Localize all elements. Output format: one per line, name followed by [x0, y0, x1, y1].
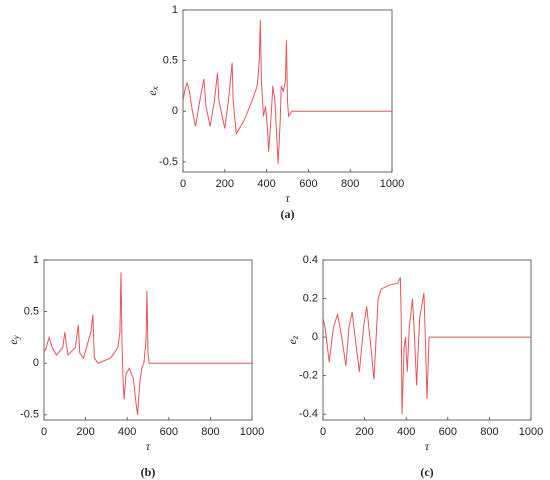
y-axis-label-main: e [6, 339, 20, 345]
x-tick-label: 1000 [240, 426, 264, 438]
caption: (a) [281, 207, 295, 221]
y-axis-label: ez [285, 335, 300, 344]
x-tick-label: 0 [41, 426, 47, 438]
data-line [43, 272, 252, 415]
x-tick-label: 800 [201, 426, 219, 438]
caption: (c) [420, 465, 433, 479]
x-axis-label: τ [285, 191, 290, 205]
data-line [182, 20, 392, 164]
y-tick-label: 1 [172, 4, 178, 16]
y-tick-label: -0.4 [299, 408, 318, 420]
x-tick-label: 800 [341, 178, 359, 190]
x-tick-label: 200 [355, 426, 373, 438]
caption: (b) [141, 465, 156, 479]
y-tick-label: 1 [33, 254, 39, 266]
y-tick-label: -0.5 [159, 156, 178, 168]
x-tick-label: 400 [118, 426, 136, 438]
y-axis-label-main: e [145, 90, 159, 96]
x-tick-label: 1000 [380, 178, 404, 190]
y-axis-label: ex [145, 86, 160, 95]
y-tick-label: 0 [33, 357, 39, 369]
x-axis-label: τ [146, 439, 151, 453]
x-tick-label: 600 [439, 426, 457, 438]
x-tick-label: 0 [180, 178, 186, 190]
x-tick-label: 400 [397, 426, 415, 438]
y-axis-label-subscript: y [11, 335, 21, 340]
y-axis-label-main: e [285, 338, 299, 344]
y-tick-label: 0.5 [24, 306, 39, 318]
x-tick-label: 600 [299, 178, 317, 190]
y-tick-label: 0.2 [303, 292, 318, 304]
y-axis-label-subscript: x [150, 86, 160, 91]
y-tick-label: -0.5 [20, 409, 39, 421]
y-tick-label: 0 [312, 331, 318, 343]
x-tick-label: 400 [257, 178, 275, 190]
x-tick-label: 0 [320, 426, 326, 438]
y-tick-label: 0.5 [163, 55, 178, 67]
x-axis-label: τ [425, 439, 430, 453]
y-axis-label: ey [6, 335, 21, 344]
x-tick-label: 200 [216, 178, 234, 190]
y-tick-label: 0 [172, 105, 178, 117]
data-line [322, 277, 531, 415]
x-tick-label: 800 [480, 426, 498, 438]
y-tick-label: 0.4 [303, 254, 318, 266]
y-tick-label: -0.2 [299, 370, 318, 382]
x-tick-label: 600 [160, 426, 178, 438]
x-tick-label: 1000 [519, 426, 543, 438]
x-tick-label: 200 [76, 426, 94, 438]
y-axis-label-subscript: z [290, 335, 300, 340]
